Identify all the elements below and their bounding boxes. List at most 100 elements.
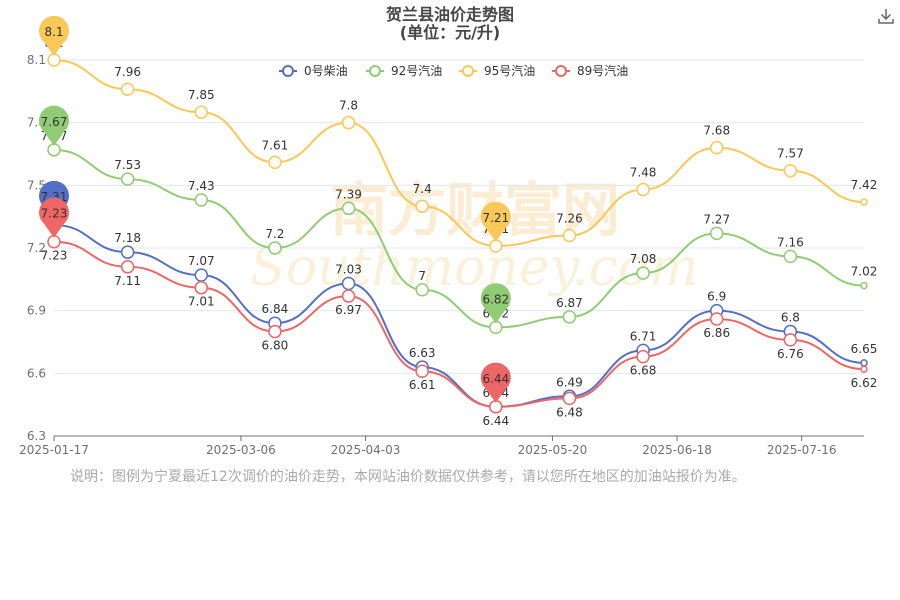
data-point xyxy=(636,349,650,364)
pin-marker xyxy=(39,15,69,57)
data-point xyxy=(341,276,356,291)
y-tick-label: 8.1 xyxy=(27,53,46,67)
data-label: 7.08 xyxy=(630,252,657,266)
data-label: 7.43 xyxy=(188,179,215,193)
data-label: 7.11 xyxy=(114,274,141,288)
grid xyxy=(54,59,864,374)
legend-swatch xyxy=(282,65,294,77)
data-label: 7.16 xyxy=(777,235,804,249)
data-point xyxy=(860,198,868,206)
y-tick-label: 6.9 xyxy=(27,304,46,318)
data-point xyxy=(120,245,135,259)
data-point xyxy=(415,199,429,213)
y-tick-label: 6.6 xyxy=(27,366,46,380)
pin-marker xyxy=(480,201,511,242)
data-label: 7.2 xyxy=(265,227,284,241)
data-point xyxy=(562,310,577,324)
watermark-text: 南方财富网 xyxy=(330,176,620,244)
data-label: 6.76 xyxy=(777,347,804,361)
data-point xyxy=(860,359,868,367)
x-tick-label: 2025-04-03 xyxy=(331,443,401,457)
pin-marker xyxy=(480,283,511,324)
legend-swatch xyxy=(369,65,381,77)
data-point xyxy=(120,172,135,186)
pin-label: 7.21 xyxy=(482,211,509,225)
data-point xyxy=(562,391,577,406)
legend-item-3[interactable]: 89号汽油 xyxy=(552,63,628,78)
y-tick-label: 7.2 xyxy=(27,241,46,255)
data-point xyxy=(415,364,429,378)
data-label: 7.23 xyxy=(41,249,68,263)
x-tick-label: 2025-07-16 xyxy=(767,443,837,457)
data-label: 7.61 xyxy=(262,138,289,152)
data-point xyxy=(783,163,798,178)
data-label: 6.68 xyxy=(630,364,657,378)
data-label: 7.4 xyxy=(413,182,432,196)
data-point xyxy=(636,266,650,280)
pin-label: 8.1 xyxy=(44,25,63,39)
data-point xyxy=(860,365,868,373)
data-label: 6.84 xyxy=(262,302,289,316)
x-tick-label: 2025-01-17 xyxy=(19,443,89,457)
pin-label: 6.44 xyxy=(482,372,509,386)
data-label: 7.42 xyxy=(851,178,878,192)
chart-title: 贺兰县油价走势图 xyxy=(385,5,514,24)
data-label: 7.8 xyxy=(339,99,358,113)
data-point xyxy=(860,281,868,290)
data-point xyxy=(783,249,798,264)
legend-swatch xyxy=(462,65,474,77)
data-point xyxy=(562,228,577,243)
value-labels: 7.317.187.076.847.036.636.446.496.716.96… xyxy=(41,36,878,428)
pin-marker xyxy=(39,197,69,238)
data-point xyxy=(341,115,356,130)
data-label: 7.02 xyxy=(851,265,878,279)
data-point xyxy=(341,201,356,216)
data-label: 7.27 xyxy=(703,212,730,226)
pin-label: 6.82 xyxy=(482,292,509,306)
data-label: 6.97 xyxy=(335,303,362,317)
legend-item-0[interactable]: 0号柴油 xyxy=(279,64,348,78)
data-label: 7.03 xyxy=(335,263,362,277)
footnote: 说明：图例为宁夏最近12次调价的油价走势，本网站油价数据仅供参考，请以您所在地区… xyxy=(70,469,746,485)
data-label: 6.48 xyxy=(556,405,583,419)
data-label: 6.87 xyxy=(556,296,583,310)
legend-item-2[interactable]: 95号汽油 xyxy=(459,63,535,78)
data-label: 7.53 xyxy=(114,158,141,172)
data-point xyxy=(709,312,724,326)
legend[interactable]: 0号柴油 92号汽油 95号汽油 89号汽油 xyxy=(279,63,628,78)
chart-subtitle: (单位：元/升) xyxy=(400,23,500,42)
data-point xyxy=(268,324,282,339)
data-point xyxy=(268,241,282,255)
pin-markers: 8.17.677.317.23 7.216.826.44 xyxy=(39,15,511,403)
data-point xyxy=(268,155,282,170)
pin-marker xyxy=(480,362,511,403)
data-label: 6.61 xyxy=(409,378,436,392)
download-icon[interactable] xyxy=(876,6,896,26)
x-tick-label: 2025-05-20 xyxy=(518,443,588,457)
data-label: 7.01 xyxy=(188,295,215,309)
data-point xyxy=(194,105,209,119)
x-tick-label: 2025-03-06 xyxy=(206,443,276,457)
y-tick-label: 6.3 xyxy=(27,429,46,443)
data-label: 7.18 xyxy=(114,231,141,245)
data-point xyxy=(783,333,798,347)
data-label: 6.9 xyxy=(707,290,726,304)
data-point xyxy=(194,193,209,207)
data-label: 7.48 xyxy=(630,166,657,180)
x-tick-label: 2025-06-18 xyxy=(642,443,712,457)
legend-label: 0号柴油 xyxy=(304,64,348,78)
legend-swatch xyxy=(555,65,567,77)
legend-item-1[interactable]: 92号汽油 xyxy=(366,63,442,78)
data-label: 6.86 xyxy=(703,326,730,340)
data-label: 6.62 xyxy=(851,376,878,390)
data-label: 7.68 xyxy=(703,124,730,138)
watermark: 南方财富网 Southmoney.com xyxy=(250,176,698,298)
data-point xyxy=(415,283,429,297)
watermark-subtext: Southmoney.com xyxy=(250,238,698,298)
data-point xyxy=(120,82,135,96)
data-label: 7 xyxy=(418,269,426,283)
data-point xyxy=(194,268,209,282)
data-label: 6.65 xyxy=(851,342,878,356)
